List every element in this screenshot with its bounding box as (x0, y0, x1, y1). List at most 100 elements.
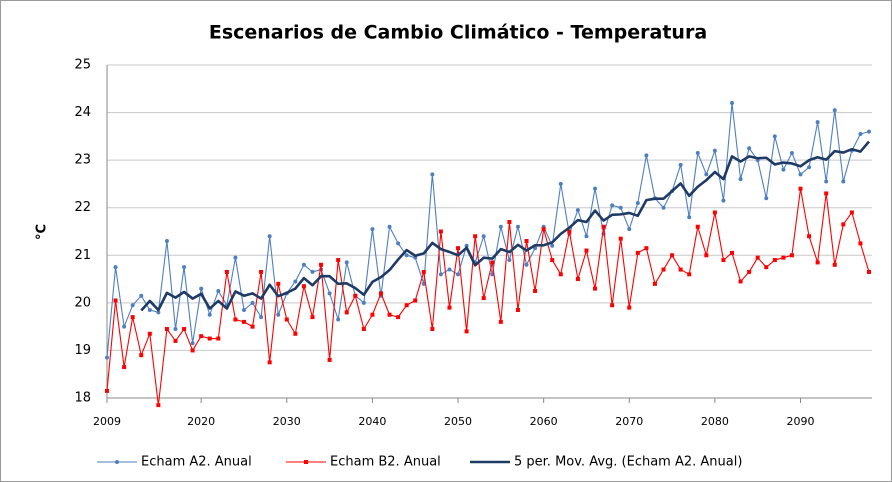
marker (301, 262, 306, 267)
marker (524, 262, 529, 267)
marker (849, 210, 854, 215)
marker (216, 288, 221, 293)
marker (396, 241, 401, 246)
marker (361, 327, 366, 332)
marker (550, 258, 555, 263)
marker (336, 317, 341, 322)
marker (704, 172, 709, 177)
marker (798, 186, 803, 191)
marker (644, 153, 649, 158)
marker (173, 338, 178, 343)
marker (815, 260, 820, 265)
marker (250, 324, 255, 329)
marker (772, 258, 777, 263)
marker (670, 253, 675, 258)
marker (584, 234, 589, 239)
marker (430, 327, 435, 332)
marker (721, 198, 726, 203)
marker (344, 260, 349, 265)
marker (241, 307, 246, 312)
marker (747, 269, 752, 274)
marker (147, 307, 152, 312)
marker (156, 310, 161, 315)
x-tick-label: 2070 (615, 415, 643, 428)
x-tick-label: 2020 (187, 415, 215, 428)
marker (841, 222, 846, 227)
marker (533, 288, 538, 293)
marker (293, 279, 298, 284)
marker (113, 298, 118, 303)
marker (593, 186, 598, 191)
marker (190, 341, 195, 346)
marker (421, 281, 426, 286)
marker (781, 167, 786, 172)
legend-label: Echam A2. Anual (141, 455, 252, 470)
marker (250, 300, 255, 305)
marker (712, 210, 717, 215)
marker (164, 239, 169, 244)
marker (687, 272, 692, 277)
marker (652, 281, 657, 286)
marker (584, 248, 589, 253)
marker (464, 329, 469, 334)
y-tick-label: 18 (74, 391, 91, 406)
marker (867, 129, 871, 134)
marker (456, 272, 461, 277)
marker (370, 227, 375, 232)
marker (815, 120, 820, 125)
marker (755, 255, 760, 260)
marker (404, 253, 409, 258)
marker (618, 205, 623, 210)
marker (481, 234, 486, 239)
marker (764, 196, 769, 201)
marker (139, 293, 144, 298)
marker (404, 303, 409, 308)
marker (575, 208, 580, 213)
marker (276, 312, 281, 317)
marker (515, 224, 520, 229)
marker (438, 272, 443, 277)
marker (344, 310, 349, 315)
marker (353, 293, 358, 298)
marker (798, 172, 803, 177)
marker (259, 269, 264, 274)
marker (764, 265, 769, 270)
marker (164, 327, 169, 332)
marker (687, 215, 692, 220)
x-tick-label: 2009 (93, 415, 121, 428)
marker (293, 331, 298, 336)
marker (490, 260, 495, 265)
marker (575, 277, 580, 282)
x-tick-label: 2040 (358, 415, 386, 428)
marker (627, 305, 632, 310)
marker (601, 224, 606, 229)
marker (122, 365, 127, 370)
marker (747, 146, 752, 151)
marker (593, 286, 598, 291)
marker (105, 355, 109, 360)
marker (541, 227, 546, 232)
marker (704, 253, 709, 258)
marker (730, 250, 735, 255)
marker (772, 134, 777, 139)
marker (789, 151, 794, 156)
marker (832, 262, 837, 267)
marker (173, 327, 178, 332)
marker (858, 131, 863, 136)
marker (130, 303, 135, 308)
legend-label: Echam B2. Anual (330, 455, 441, 470)
marker (310, 269, 315, 274)
marker (421, 269, 426, 274)
marker (241, 319, 246, 324)
marker (507, 219, 512, 224)
marker (139, 353, 144, 358)
marker (627, 227, 632, 232)
marker (122, 324, 127, 329)
marker (490, 272, 495, 277)
marker (430, 172, 435, 177)
marker (105, 388, 109, 393)
marker (361, 300, 366, 305)
y-tick-label: 23 (74, 153, 91, 168)
